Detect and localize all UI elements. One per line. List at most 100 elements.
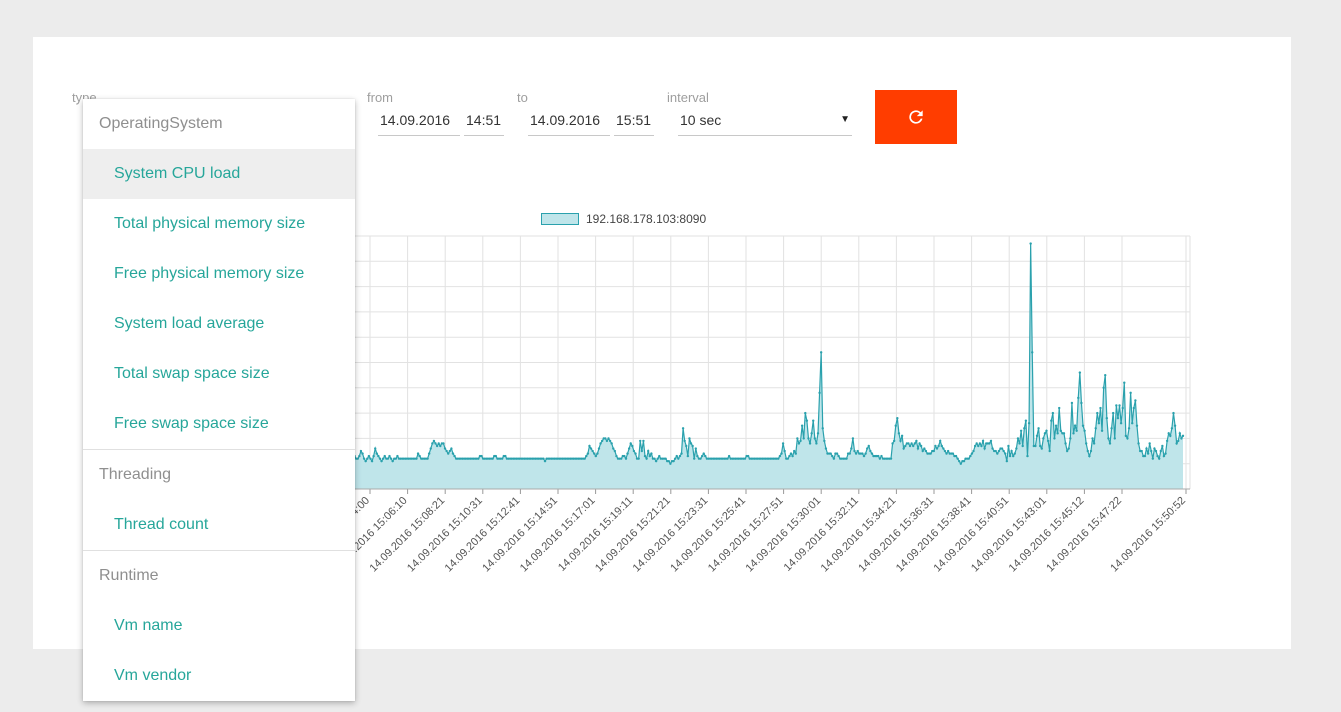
data-point <box>1031 351 1034 354</box>
data-point <box>934 444 937 448</box>
data-point <box>967 457 970 460</box>
data-point <box>1002 449 1005 453</box>
data-point <box>586 452 590 455</box>
data-point <box>1026 454 1029 458</box>
data-point <box>1146 452 1150 455</box>
data-point <box>946 449 950 453</box>
data-point <box>851 437 855 440</box>
data-point <box>972 449 975 453</box>
data-point <box>383 454 386 458</box>
data-point <box>696 454 699 458</box>
from-time-input[interactable]: 14:51 <box>464 106 504 136</box>
menu-item[interactable]: Free physical memory size <box>114 265 305 282</box>
data-point <box>1046 439 1050 443</box>
menu-item[interactable]: Total swap space size <box>114 365 270 382</box>
data-point <box>945 452 948 455</box>
data-point <box>796 437 799 440</box>
data-point <box>1107 437 1110 440</box>
data-point <box>1094 427 1097 430</box>
to-time-input[interactable]: 15:51 <box>614 106 654 136</box>
data-point <box>997 449 1001 453</box>
data-point <box>821 427 824 430</box>
data-point <box>589 447 593 450</box>
data-point <box>669 462 672 465</box>
interval-select[interactable]: 10 sec ▼ <box>678 106 852 136</box>
data-point <box>1029 242 1032 245</box>
data-point <box>626 452 629 455</box>
data-point <box>1137 442 1140 445</box>
data-point <box>780 452 783 455</box>
data-point <box>1131 422 1134 425</box>
data-point <box>1143 454 1147 458</box>
data-point <box>902 447 905 450</box>
data-point <box>1104 373 1107 377</box>
menu-item[interactable]: Thread count <box>114 516 209 533</box>
data-point <box>1180 437 1183 440</box>
data-point <box>667 459 671 463</box>
data-point <box>853 449 856 453</box>
data-point <box>434 442 437 445</box>
interval-label: interval <box>667 90 709 105</box>
data-point <box>432 439 436 443</box>
data-point <box>643 454 647 458</box>
data-point <box>1116 416 1120 420</box>
menu-item[interactable]: Vm vendor <box>114 667 192 684</box>
data-point <box>594 454 598 458</box>
data-point <box>1115 404 1118 407</box>
data-point <box>973 444 977 448</box>
data-point <box>1135 424 1139 427</box>
menu-group-header: OperatingSystem <box>99 115 223 132</box>
data-point <box>1177 439 1180 443</box>
data-point <box>794 452 797 455</box>
data-point <box>1042 437 1045 440</box>
chart-legend: 192.168.178.103:8090 <box>541 212 706 226</box>
from-date-input[interactable]: 14.09.2016 <box>378 106 460 136</box>
to-date-input[interactable]: 14.09.2016 <box>528 106 610 136</box>
data-point <box>362 457 366 460</box>
menu-item[interactable]: System CPU load <box>83 149 355 199</box>
data-point <box>1048 449 1051 453</box>
data-point <box>367 454 371 458</box>
data-point <box>1132 406 1136 410</box>
data-point <box>1054 424 1058 427</box>
data-point <box>386 457 390 460</box>
data-point <box>1080 401 1083 405</box>
data-point <box>1037 427 1040 430</box>
data-point <box>593 452 596 455</box>
data-point <box>904 444 907 448</box>
data-point <box>970 452 974 455</box>
data-point <box>588 444 591 448</box>
data-point <box>639 439 642 443</box>
data-point <box>372 454 375 458</box>
data-point <box>923 447 926 450</box>
menu-item[interactable]: Vm name <box>114 617 183 634</box>
refresh-button[interactable] <box>875 90 957 144</box>
data-point <box>1051 411 1055 415</box>
data-point <box>959 462 963 465</box>
data-point <box>1113 437 1116 440</box>
data-point <box>599 442 602 445</box>
data-point <box>989 439 993 443</box>
data-point <box>369 457 372 460</box>
data-point <box>962 459 966 463</box>
data-point <box>977 444 980 448</box>
data-point <box>899 439 902 443</box>
data-point <box>1056 432 1059 435</box>
data-point <box>1099 406 1102 410</box>
data-point <box>935 447 939 450</box>
data-point <box>1108 442 1112 445</box>
menu-group-header: Threading <box>99 466 172 483</box>
data-point <box>1019 429 1023 433</box>
data-point <box>678 454 682 458</box>
menu-item[interactable]: Free swap space size <box>114 415 269 432</box>
data-point <box>388 454 391 458</box>
data-point <box>700 454 704 458</box>
menu-item[interactable]: System load average <box>114 315 265 332</box>
data-point <box>426 457 429 460</box>
data-point <box>1123 381 1126 384</box>
data-point <box>726 457 729 460</box>
data-point <box>781 442 785 445</box>
menu-item[interactable]: Total physical memory size <box>114 215 306 232</box>
data-point <box>994 449 997 453</box>
data-point <box>1007 444 1010 448</box>
